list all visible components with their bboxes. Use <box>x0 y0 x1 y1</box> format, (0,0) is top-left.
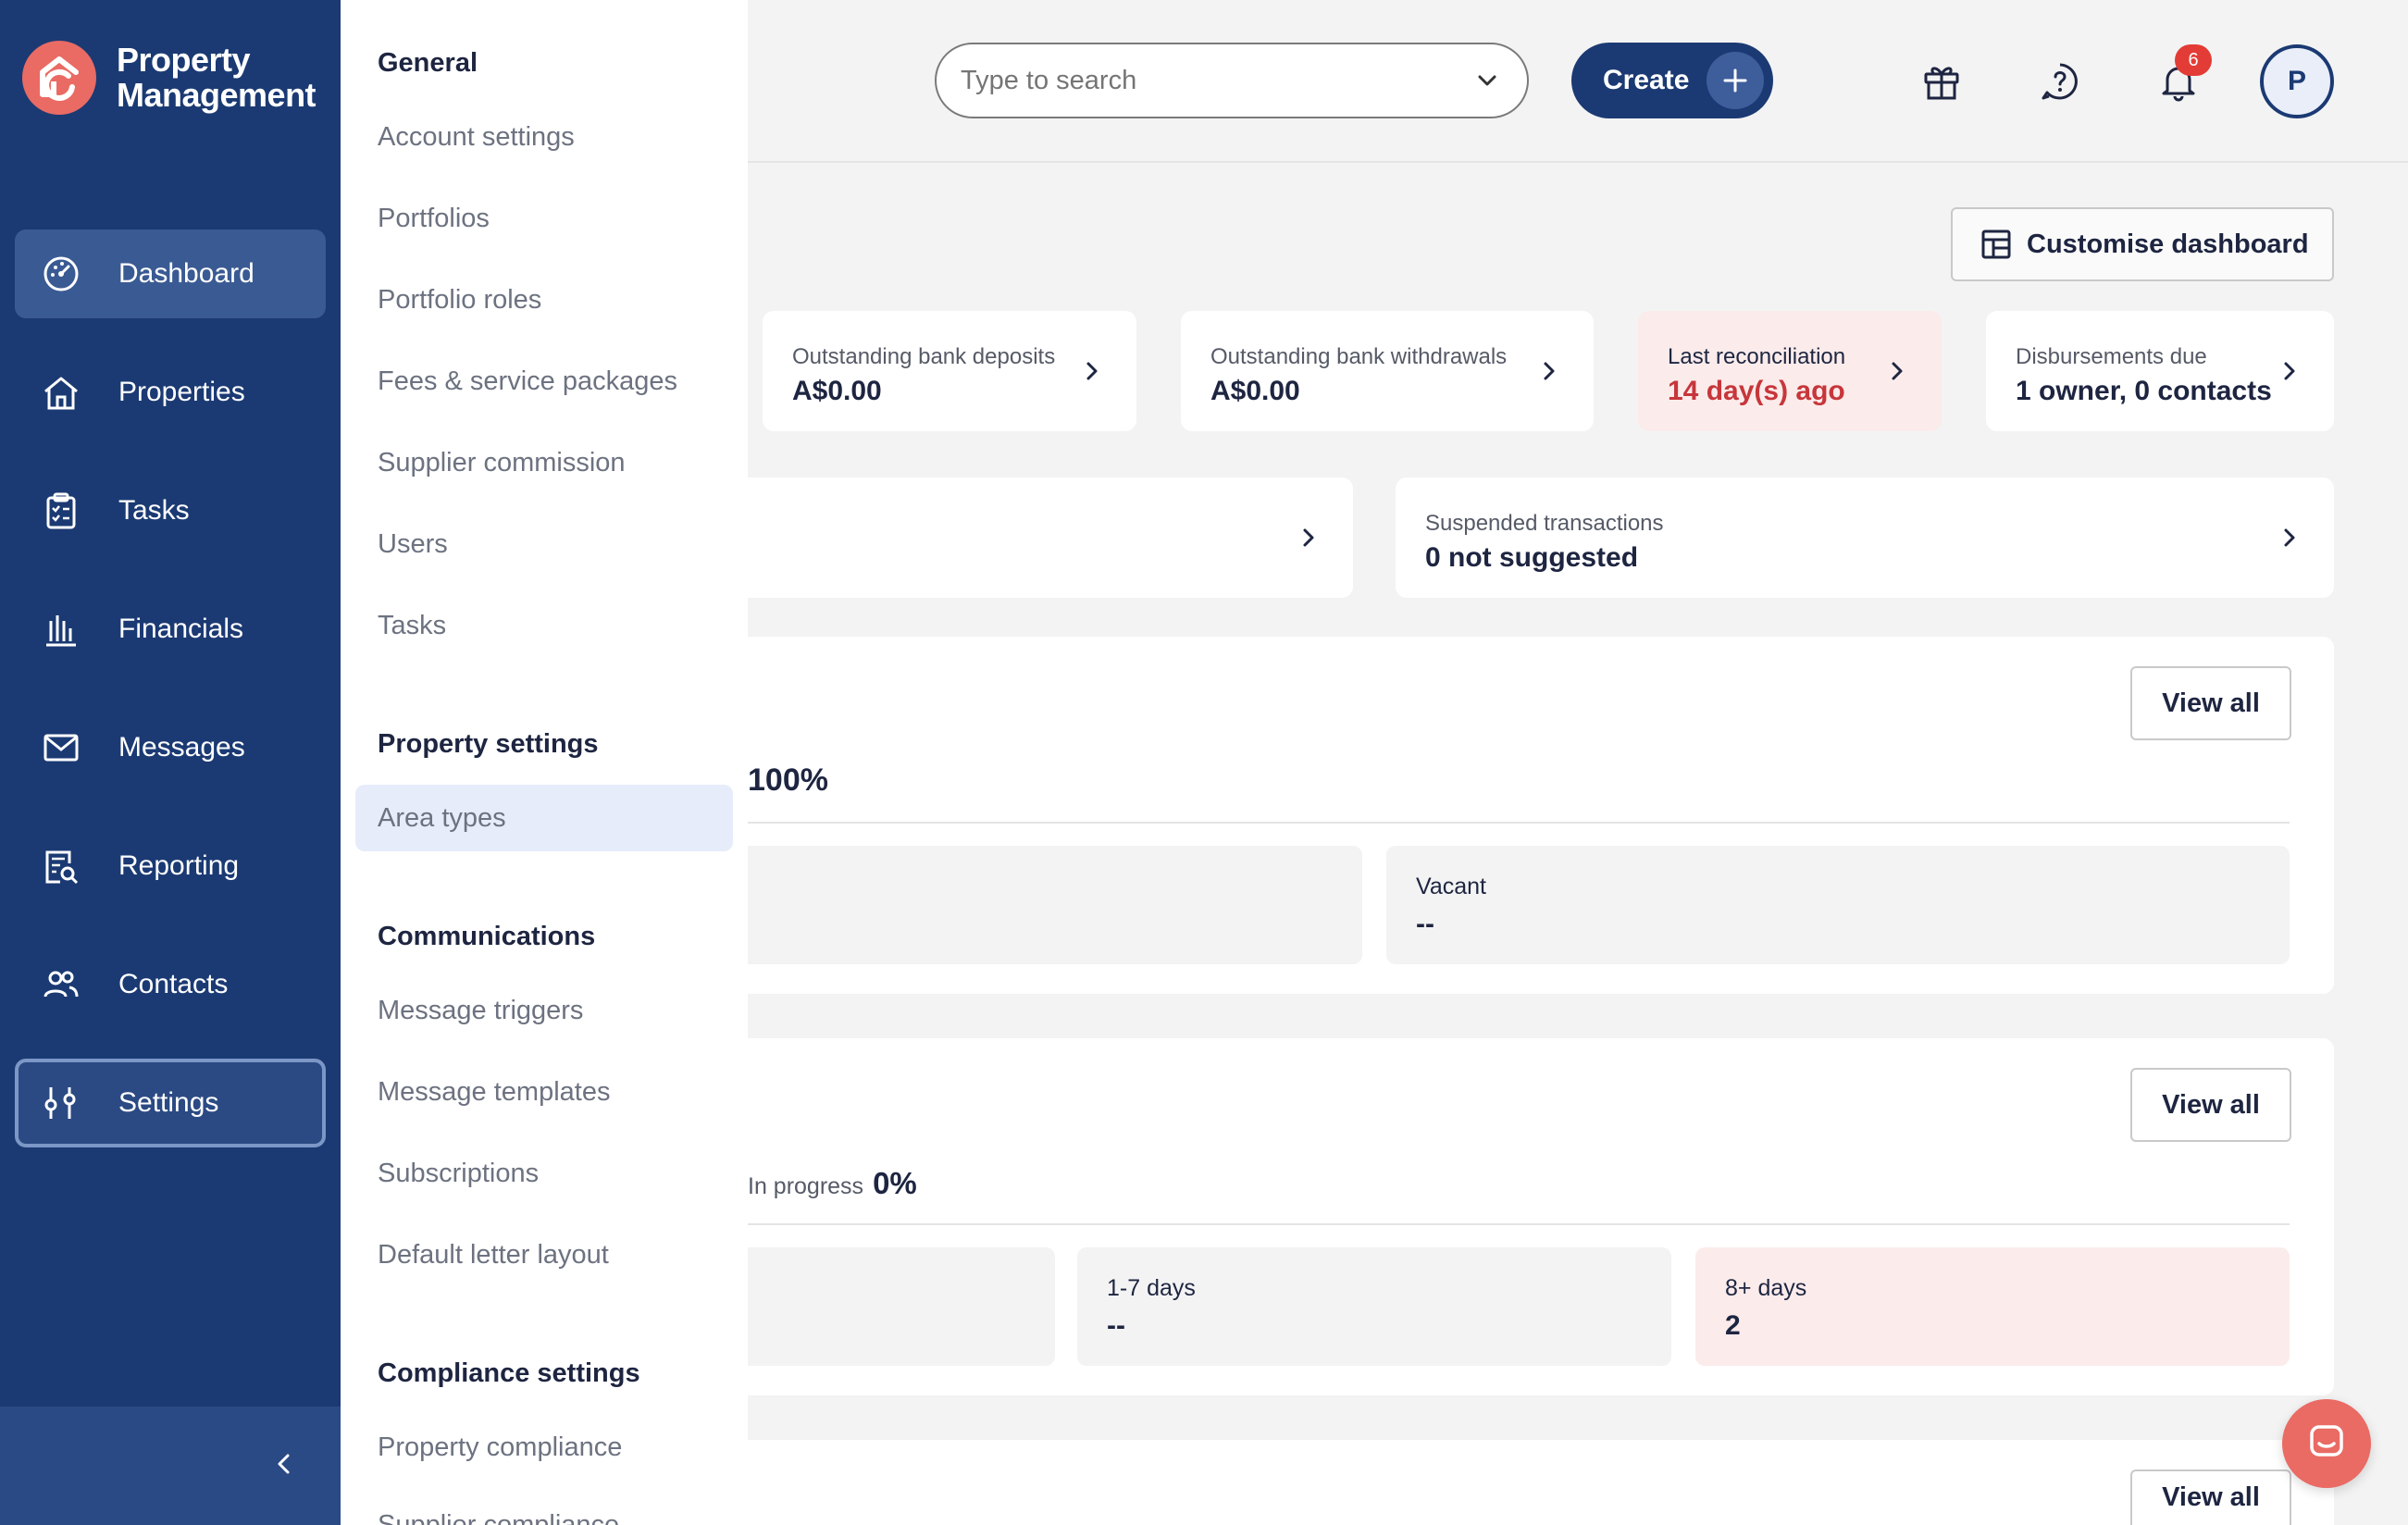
nav-item-tasks[interactable]: Tasks <box>15 466 326 555</box>
chevron-right-icon <box>1882 356 1912 386</box>
occupancy-view-all-button[interactable]: View all <box>2130 666 2291 740</box>
divider <box>748 1223 2290 1225</box>
tasks-1-7-days-card[interactable]: 1-7 days -- <box>1077 1247 1671 1366</box>
search-input[interactable] <box>961 65 1460 96</box>
stat-card-bank-withdrawals[interactable]: Outstanding bank withdrawals A$0.00 <box>1181 311 1594 431</box>
tasks-subcard[interactable] <box>748 1247 1055 1366</box>
panel-item-default-letter-layout[interactable]: Default letter layout <box>378 1240 609 1270</box>
tasks-8-plus-days-card[interactable]: 8+ days 2 <box>1695 1247 2290 1366</box>
clipboard-checklist-icon <box>39 489 83 533</box>
create-button[interactable]: Create <box>1571 43 1773 118</box>
chat-launcher-button[interactable] <box>2282 1399 2371 1488</box>
panel-item-property-compliance[interactable]: Property compliance <box>378 1432 623 1462</box>
nav-item-financials[interactable]: Financials <box>15 585 326 674</box>
occupancy-percent: 100% <box>748 762 828 798</box>
nav-item-properties[interactable]: Properties <box>15 348 326 437</box>
app-logo[interactable]: Property Management <box>22 41 317 115</box>
tasks-in-progress: In progress 0% <box>748 1166 917 1200</box>
panel-item-portfolios[interactable]: Portfolios <box>378 204 490 233</box>
chevron-right-icon <box>2275 523 2304 552</box>
panel-item-message-triggers[interactable]: Message triggers <box>378 996 584 1025</box>
third-widget: View all <box>748 1440 2334 1525</box>
property-settings-heading: Property settings <box>378 729 599 759</box>
tasks-widget: View all In progress 0% 1-7 days -- 8+ d… <box>748 1038 2334 1395</box>
panel-item-users[interactable]: Users <box>378 529 448 559</box>
third-view-all-button[interactable]: View all <box>2130 1469 2291 1525</box>
logo-icon <box>22 41 96 115</box>
compliance-settings-heading: Compliance settings <box>378 1358 640 1388</box>
customise-dashboard-button[interactable]: Customise dashboard <box>1951 207 2334 281</box>
divider <box>748 822 2290 824</box>
chevron-right-icon <box>1534 356 1564 386</box>
chevron-right-icon <box>2275 356 2304 386</box>
nav-item-settings[interactable]: Settings <box>15 1059 326 1147</box>
plus-icon <box>1707 52 1764 109</box>
stat-card-disbursements-due[interactable]: Disbursements due 1 owner, 0 contacts <box>1986 311 2334 431</box>
envelope-icon <box>39 725 83 770</box>
panel-item-portfolio-roles[interactable]: Portfolio roles <box>378 285 542 315</box>
occupancy-widget: View all 100% Vacant -- <box>748 637 2334 994</box>
dashboard-gauge-icon <box>39 252 83 296</box>
sliders-icon <box>39 1081 83 1125</box>
chevron-right-icon <box>1077 356 1107 386</box>
panel-item-area-types[interactable]: Area types <box>355 785 733 851</box>
stat-card-last-reconciliation[interactable]: Last reconciliation 14 day(s) ago <box>1638 311 1942 431</box>
layout-icon <box>1980 229 2012 260</box>
chat-icon <box>2306 1421 2347 1467</box>
panel-item-subscriptions[interactable]: Subscriptions <box>378 1159 540 1188</box>
chevron-left-icon[interactable] <box>272 1452 296 1481</box>
bank-building-icon <box>39 607 83 651</box>
general-heading: General <box>378 48 478 78</box>
panel-item-account-settings[interactable]: Account settings <box>378 122 575 152</box>
main-nav: Dashboard Properties Tasks Financials Me… <box>15 229 326 1177</box>
nav-item-contacts[interactable]: Contacts <box>15 940 326 1029</box>
house-icon <box>39 370 83 415</box>
sidebar: Property Management Dashboard Properties… <box>0 0 341 1525</box>
help-icon[interactable] <box>2036 57 2084 105</box>
communications-heading: Communications <box>378 922 596 951</box>
nav-item-reporting[interactable]: Reporting <box>15 822 326 911</box>
occupancy-subcard[interactable] <box>748 846 1362 964</box>
gift-icon[interactable] <box>1918 57 1966 105</box>
stat-card-suspended-transactions[interactable]: Suspended transactions 0 not suggested <box>1396 477 2334 598</box>
panel-item-supplier-compliance[interactable]: Supplier compliance <box>378 1510 620 1525</box>
people-icon <box>39 962 83 1007</box>
chevron-down-icon[interactable] <box>1473 67 1501 102</box>
panel-item-tasks[interactable]: Tasks <box>378 611 447 640</box>
tasks-view-all-button[interactable]: View all <box>2130 1068 2291 1142</box>
chevron-right-icon <box>1294 523 1323 552</box>
report-search-icon <box>39 844 83 888</box>
settings-panel: General Account settings Portfolios Port… <box>341 0 748 1525</box>
avatar[interactable]: P <box>2260 44 2334 118</box>
panel-item-supplier-commission[interactable]: Supplier commission <box>378 448 626 477</box>
nav-item-messages[interactable]: Messages <box>15 703 326 792</box>
search-bar[interactable] <box>935 43 1529 118</box>
panel-item-fees-service-packages[interactable]: Fees & service packages <box>378 366 677 396</box>
nav-item-dashboard[interactable]: Dashboard <box>15 229 326 318</box>
stat-card-hidden[interactable] <box>748 477 1353 598</box>
app-name: Property Management <box>117 41 317 114</box>
sidebar-footer <box>0 1407 341 1525</box>
occupancy-vacant-card[interactable]: Vacant -- <box>1386 846 2290 964</box>
stat-card-bank-deposits[interactable]: Outstanding bank deposits A$0.00 <box>763 311 1136 431</box>
panel-item-message-templates[interactable]: Message templates <box>378 1077 611 1107</box>
notification-badge: 6 <box>2175 44 2212 76</box>
